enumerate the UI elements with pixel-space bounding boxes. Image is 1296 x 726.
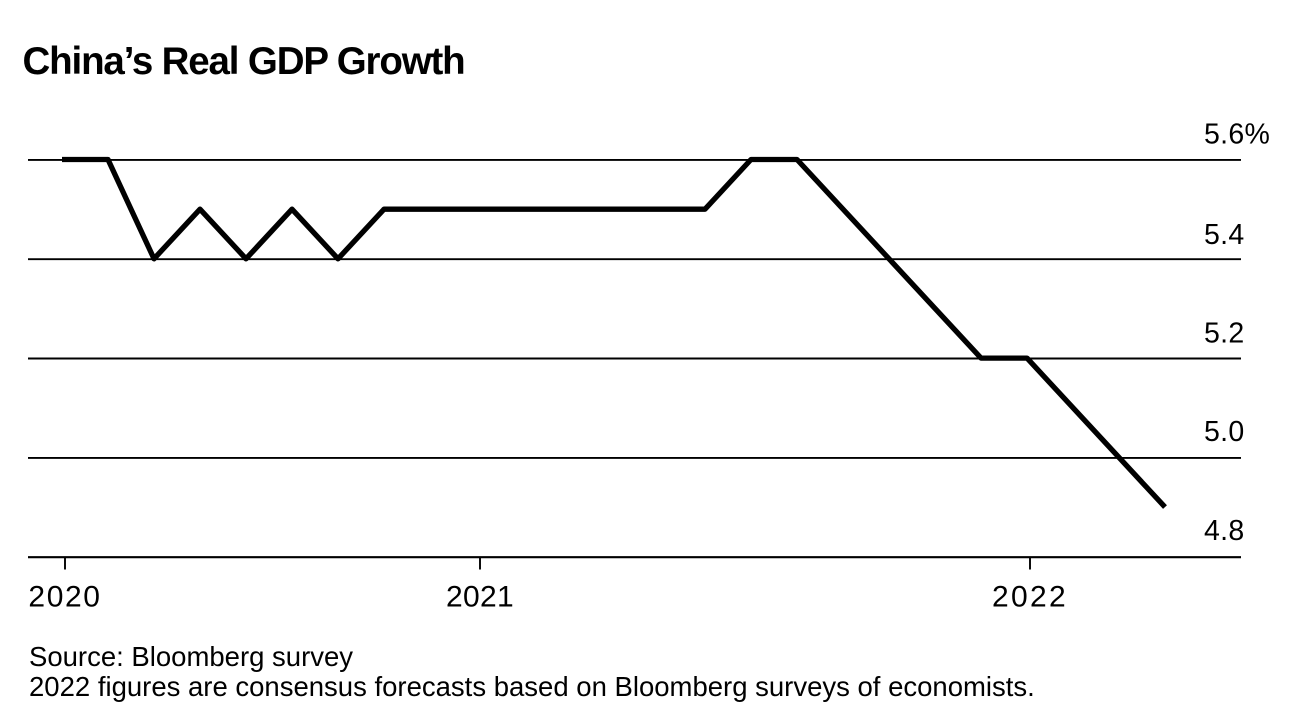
- svg-text:2022: 2022: [992, 581, 1068, 614]
- svg-text:5.4: 5.4: [1204, 219, 1245, 251]
- svg-text:5.6%: 5.6%: [1204, 118, 1270, 150]
- svg-text:China’s Real GDP Growth: China’s Real GDP Growth: [23, 40, 465, 83]
- svg-text:4.8: 4.8: [1204, 515, 1245, 547]
- svg-text:5.2: 5.2: [1204, 317, 1245, 349]
- svg-text:Source: Bloomberg survey: Source: Bloomberg survey: [29, 641, 353, 672]
- svg-text:2021: 2021: [446, 581, 514, 614]
- svg-text:2022 figures are consensus for: 2022 figures are consensus forecasts bas…: [29, 671, 1035, 702]
- svg-text:5.0: 5.0: [1204, 416, 1245, 448]
- svg-text:2020: 2020: [28, 581, 101, 614]
